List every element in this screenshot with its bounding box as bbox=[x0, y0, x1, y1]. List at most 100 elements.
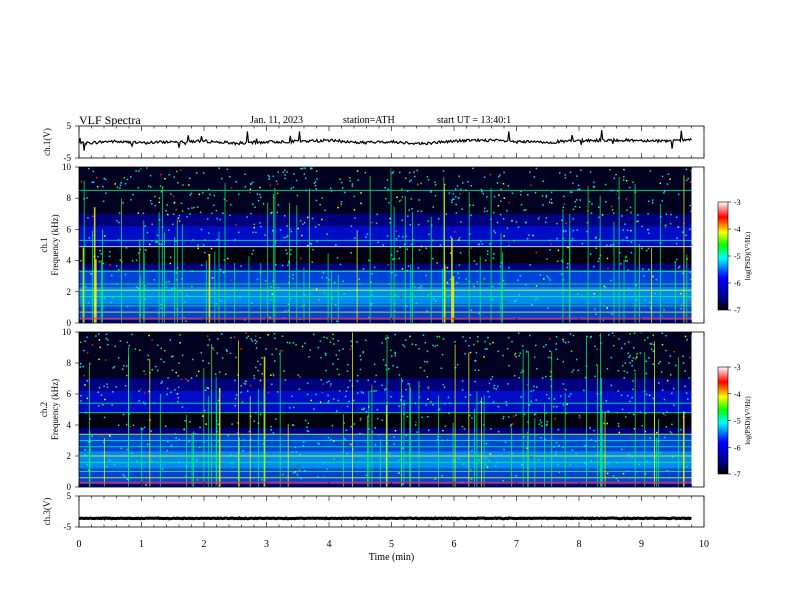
ch2-spectrogram-speckle bbox=[359, 432, 361, 435]
ch1-spectrogram-speckle bbox=[557, 249, 560, 252]
ch1-spectrogram-speckle bbox=[451, 201, 453, 204]
ch2-spectrogram-speckle bbox=[419, 366, 422, 369]
ch2-spectrogram-speckle bbox=[610, 356, 613, 359]
ch2-spectrogram-speckle bbox=[246, 337, 248, 339]
ch2-spectrogram-speckle bbox=[463, 428, 466, 430]
ch1-spectrogram-speckle bbox=[125, 247, 128, 249]
ch1-spectrogram-speckle bbox=[103, 297, 106, 299]
ch1-spectrogram-speckle bbox=[670, 213, 672, 216]
ch2-spectrogram-speckle bbox=[571, 449, 574, 451]
ch1-spectrogram-speckle bbox=[97, 255, 99, 258]
ch1-spectrogram-speckle bbox=[253, 223, 256, 226]
ch1-spectrogram-speckle bbox=[117, 269, 120, 271]
ch2-spectrogram-speckle bbox=[674, 364, 677, 367]
ch2-spectrogram-speckle bbox=[666, 411, 668, 413]
ch2-spectrogram-speckle bbox=[390, 396, 392, 398]
ch1-spectrogram-speckle bbox=[104, 235, 106, 237]
ch2-spectrogram-speckle bbox=[468, 456, 471, 459]
ch1-spectrogram-speckle bbox=[229, 175, 231, 178]
ch1-spectrogram-speckle bbox=[642, 268, 644, 270]
ch1-spectrogram-speckle bbox=[396, 196, 398, 199]
ch1-spectrogram-speckle bbox=[398, 257, 401, 260]
ch2-spectrogram-speckle bbox=[434, 345, 436, 348]
ch2-spectrogram-speckle bbox=[114, 345, 117, 348]
ch1-spectrogram-speckle bbox=[169, 256, 172, 259]
ch2-spectrogram-speckle bbox=[673, 350, 675, 353]
ch2-spectrogram-speckle bbox=[164, 425, 167, 428]
ch2-spectrogram-speckle bbox=[469, 469, 472, 471]
ch2-spectrogram-speckle bbox=[89, 418, 91, 420]
ch2-spectrogram-speckle bbox=[632, 380, 634, 382]
ch1-spectrogram-speckle bbox=[457, 197, 460, 199]
ch1-spectrogram-speckle bbox=[249, 191, 251, 194]
ch1-spectrogram-speckle bbox=[326, 233, 328, 235]
ch1-spectrogram-speckle bbox=[532, 234, 534, 237]
ch1-spectrogram-speckle bbox=[406, 190, 409, 192]
ch1-spectrogram-speckle bbox=[483, 278, 486, 280]
ch2-spectrogram-speckle bbox=[178, 461, 180, 464]
ch2-spectrogram-speckle bbox=[648, 394, 651, 397]
ch2-spectrogram-speckle bbox=[490, 428, 492, 430]
ch1-spectrogram-speckle bbox=[541, 195, 544, 197]
ch2-spectrogram-speckle bbox=[253, 374, 255, 377]
ch1-spectrogram-speckle bbox=[576, 175, 578, 177]
ch1-spectrogram-speckle bbox=[135, 170, 137, 172]
ch2-spectrogram-speckle bbox=[111, 404, 113, 406]
ch2-spectrogram-speckle bbox=[651, 343, 653, 345]
ch2-spectrogram-speckle bbox=[669, 431, 672, 433]
ch2-spectrogram-speckle bbox=[623, 448, 625, 451]
ch1-spectrogram-speckle bbox=[507, 185, 510, 187]
ch2-spectrogram-speckle bbox=[438, 335, 441, 338]
ch1-spectrogram-speckle bbox=[314, 181, 317, 183]
ch1-spectrogram-speckle bbox=[411, 208, 413, 210]
ch2-spectrogram-speckle bbox=[638, 463, 640, 466]
ch1-spectrogram-speckle bbox=[426, 310, 428, 312]
ch2-spectrogram-speckle bbox=[606, 422, 608, 425]
ch1-spectrogram-speckle bbox=[420, 285, 422, 287]
ch2-spectrogram-speckle bbox=[348, 442, 351, 445]
ch1-spectrogram-speckle bbox=[675, 242, 678, 245]
ch1-spectrogram-speckle bbox=[191, 207, 193, 209]
ch2-spectrogram-speckle bbox=[398, 405, 400, 407]
ch1-spectrogram-speckle bbox=[545, 196, 548, 198]
ch2-spectrogram-speckle bbox=[131, 452, 133, 455]
ch2-spectrogram-speckle bbox=[558, 471, 560, 473]
ch1-spectrogram-speckle bbox=[520, 203, 523, 206]
ch2-spectrogram-speckle bbox=[632, 388, 634, 391]
ch2-spectrogram-speckle bbox=[80, 400, 82, 402]
ch1-spectrogram-speckle bbox=[84, 245, 87, 247]
ch2-spectrogram-speckle bbox=[112, 391, 114, 393]
ch2-spectrogram-band-dark bbox=[79, 412, 692, 429]
ch1-spectrogram-speckle bbox=[256, 193, 259, 195]
ch1-spectrogram-speckle bbox=[130, 199, 132, 201]
ch1-spectrogram-speckle bbox=[446, 281, 449, 284]
ch2-spectrogram-speckle bbox=[267, 391, 270, 394]
ch2-spectrogram-speckle bbox=[194, 432, 196, 435]
ch2-spectrogram-speckle bbox=[307, 430, 310, 433]
ch1-spectrogram-speckle bbox=[286, 225, 288, 227]
ch2-spectrogram-speckle bbox=[141, 428, 144, 430]
ch2-spectrogram-speckle bbox=[546, 420, 549, 423]
ch2-spectrogram-speckle bbox=[426, 361, 428, 363]
ch2-spectrogram-speckle bbox=[138, 349, 141, 352]
ch2-spectrogram-speckle bbox=[538, 459, 540, 461]
ch2-spectrogram-speckle bbox=[621, 408, 624, 411]
ch2-spectrogram-speckle bbox=[650, 348, 653, 351]
ch2-spectrogram-speckle bbox=[672, 387, 675, 390]
ch1-spectrogram-band-dark bbox=[79, 248, 692, 264]
ch1-spectrogram-speckle bbox=[229, 203, 232, 206]
ch2-spectrogram-speckle bbox=[682, 362, 685, 364]
ch1-spectrogram-speckle bbox=[455, 203, 457, 206]
ch1-spectrogram-speckle bbox=[647, 228, 649, 231]
ch1-spectrogram-speckle bbox=[456, 282, 458, 284]
ch2-spectrogram-speckle bbox=[170, 355, 173, 358]
ch2-spectrogram-speckle bbox=[267, 334, 269, 336]
ch1-spectrogram-speckle bbox=[175, 240, 177, 242]
ch2-spectrogram-speckle bbox=[128, 344, 130, 347]
ch2-spectrogram-speckle bbox=[556, 405, 558, 408]
ch1-spectrogram-speckle bbox=[92, 215, 94, 218]
ch1-spectrogram-speckle bbox=[267, 174, 270, 177]
ch1-spectrogram-speckle bbox=[667, 173, 670, 175]
ch2-spectrogram-speckle bbox=[166, 393, 168, 396]
ch1-spectrogram-speckle bbox=[297, 227, 299, 230]
